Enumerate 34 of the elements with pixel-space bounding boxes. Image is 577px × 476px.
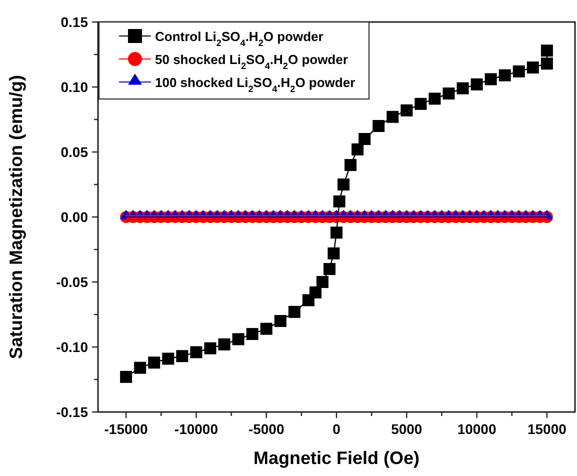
point bbox=[333, 195, 346, 208]
x-tick-label: 0 bbox=[332, 421, 341, 437]
legend-label: 50 shocked Li$_{2}$SO$_{4}$.H$_{2}$O powder bbox=[155, 52, 348, 71]
point bbox=[148, 356, 160, 369]
point bbox=[540, 44, 553, 57]
y-tick-label: 0.10 bbox=[60, 79, 88, 95]
x-tick-label: 10000 bbox=[457, 421, 496, 437]
x-tick-label: 5000 bbox=[391, 421, 422, 437]
point bbox=[190, 346, 202, 358]
y-axis-title: Saturation Magnetization (emu/g) bbox=[6, 74, 26, 360]
point bbox=[176, 350, 188, 362]
point bbox=[512, 65, 525, 78]
x-tick-label: 15000 bbox=[527, 421, 567, 437]
x-tick-label: -15000 bbox=[104, 421, 148, 437]
point bbox=[120, 370, 132, 383]
point bbox=[338, 178, 350, 190]
point bbox=[526, 62, 539, 74]
y-tick-label: 0.00 bbox=[60, 209, 88, 225]
x-tick-label: -5000 bbox=[248, 421, 284, 437]
point bbox=[218, 338, 230, 350]
point bbox=[330, 226, 342, 239]
y-tick-label: -0.10 bbox=[56, 339, 88, 355]
y-tick-label: 0.05 bbox=[60, 144, 88, 160]
point bbox=[540, 58, 553, 70]
x-axis-title: Magnetic Field (Oe) bbox=[253, 448, 420, 468]
point bbox=[204, 342, 216, 354]
legend-label: 100 shocked Li$_{2}$SO$_{4}$.H$_{2}$O powder bbox=[155, 75, 356, 94]
y-tick-label: 0.15 bbox=[60, 14, 88, 30]
legend-label: Control Li$_{2}$SO$_{4}$.H$_{2}$O powder bbox=[155, 29, 324, 48]
y-tick-label: -0.05 bbox=[56, 274, 88, 290]
point bbox=[484, 73, 497, 86]
point bbox=[328, 247, 340, 260]
x-tick-label: -10000 bbox=[174, 421, 218, 437]
y-tick-label: -0.15 bbox=[56, 404, 88, 420]
